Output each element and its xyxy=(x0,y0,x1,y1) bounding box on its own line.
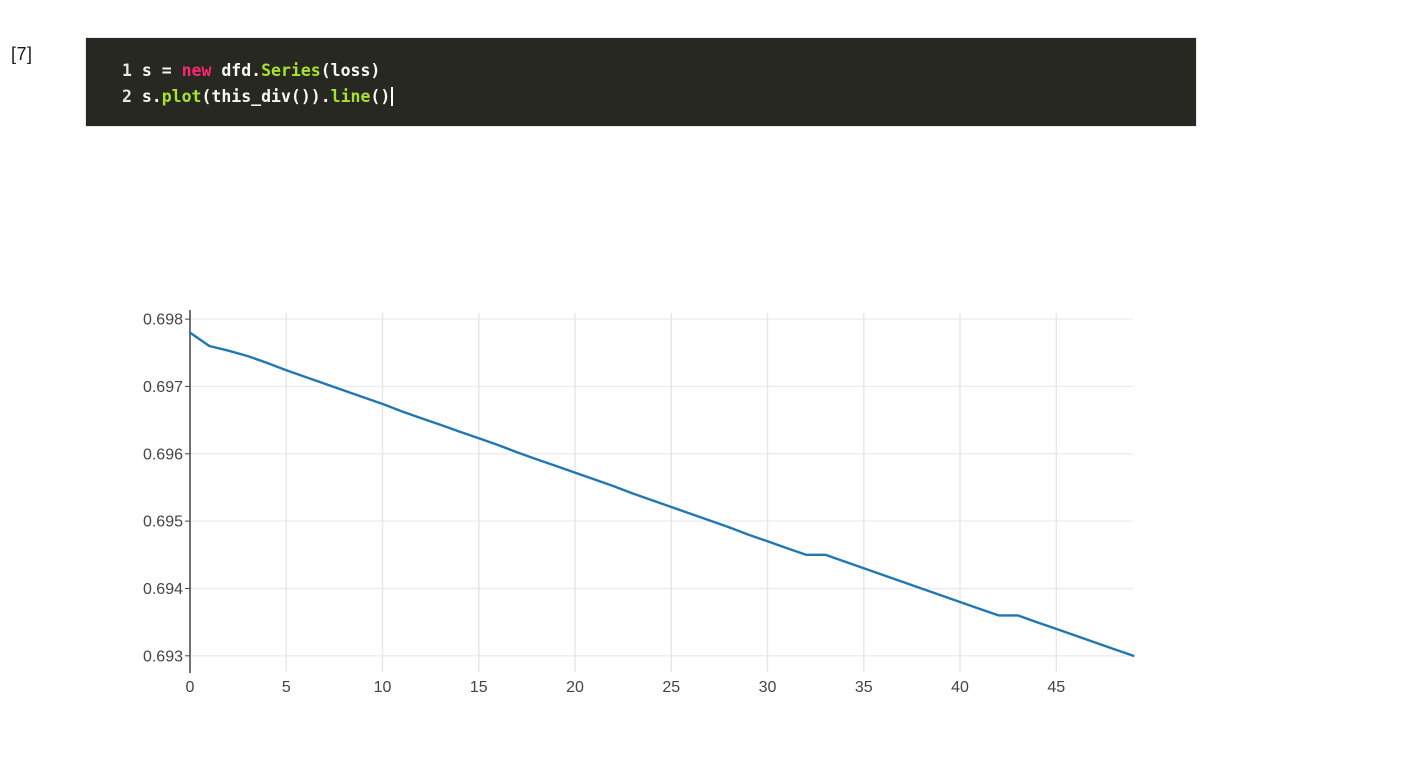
line-number: 1 xyxy=(122,61,142,80)
code-token: () xyxy=(370,86,391,106)
x-tick-label: 5 xyxy=(282,679,291,696)
y-tick-label: 0.695 xyxy=(143,514,183,531)
code-line: 2 s.plot(this_div()).line() xyxy=(122,84,1196,110)
y-tick-label: 0.696 xyxy=(143,446,183,463)
h-gridlines xyxy=(190,318,1133,657)
cell-execution-label: [7] xyxy=(11,44,33,64)
code-token: dfd. xyxy=(211,61,262,80)
y-tick-label: 0.693 xyxy=(143,648,183,665)
code-token: Series xyxy=(261,61,321,80)
code-token: new xyxy=(181,61,212,80)
v-gridlines xyxy=(285,313,1058,672)
code-token: plot xyxy=(161,86,202,106)
y-tick-label: 0.698 xyxy=(143,312,183,329)
code-lines: 1 s = new dfd.Series(loss) 2 s.plot(this_… xyxy=(86,38,1196,109)
text-cursor xyxy=(391,86,394,106)
code-token: s = xyxy=(141,61,182,80)
code-token: s. xyxy=(141,86,162,106)
code-token: (this_div()). xyxy=(201,86,331,106)
x-tick-label: 40 xyxy=(951,679,969,696)
code-line: 1 s = new dfd.Series(loss) xyxy=(122,58,1196,84)
x-tick-label: 30 xyxy=(759,679,777,696)
y-tick-label: 0.697 xyxy=(143,379,183,396)
x-tick-label: 10 xyxy=(374,679,392,696)
y-tick-label: 0.694 xyxy=(143,581,183,598)
x-tick-label: 25 xyxy=(662,679,680,696)
code-token: (loss) xyxy=(320,61,381,80)
line-number: 2 xyxy=(122,86,142,106)
code-editor[interactable]: 1 s = new dfd.Series(loss) 2 s.plot(this_… xyxy=(85,37,1197,127)
x-tick-labels: 0 5 10 15 20 25 30 35 40 45 xyxy=(186,679,1066,696)
x-tick-label: 15 xyxy=(470,679,488,696)
x-tick-label: 35 xyxy=(855,679,873,696)
x-tick-label: 20 xyxy=(566,679,584,696)
x-tick-label: 0 xyxy=(186,679,195,696)
y-tick-labels: 0.693 0.694 0.695 0.696 0.697 0.698 xyxy=(143,312,183,666)
code-token: line xyxy=(330,86,371,106)
loss-series-line xyxy=(188,331,1135,657)
y-tick-marks xyxy=(185,318,190,657)
x-tick-label: 45 xyxy=(1047,679,1065,696)
